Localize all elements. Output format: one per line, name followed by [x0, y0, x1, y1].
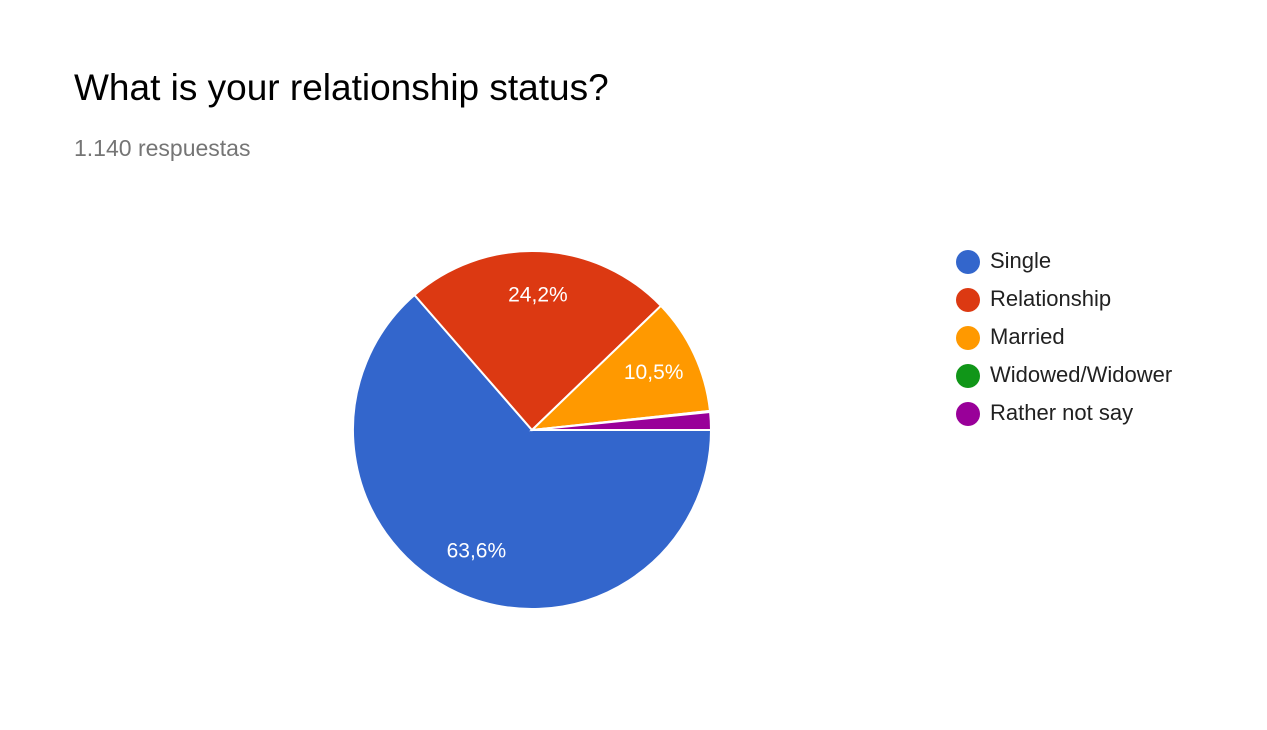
chart-title: What is your relationship status?: [74, 67, 609, 108]
legend-label: Married: [990, 324, 1065, 349]
slice-label: 10,5%: [624, 361, 684, 384]
slice-label: 63,6%: [447, 540, 507, 563]
legend-swatch: [956, 364, 980, 388]
legend-label: Rather not say: [990, 400, 1133, 425]
pie-slice: [352, 293, 713, 610]
legend-swatch: [956, 288, 980, 312]
legend-label: Relationship: [990, 286, 1111, 311]
legend-swatch: [956, 250, 980, 274]
pie-slice: [529, 304, 712, 432]
legend-label: Single: [990, 248, 1051, 273]
slice-label: 24,2%: [508, 283, 568, 306]
legend-swatch: [956, 402, 980, 426]
pie-slice: [531, 410, 713, 431]
legend-swatch: [956, 326, 980, 350]
chart-subtitle: 1.140 respuestas: [74, 135, 250, 161]
legend-label: Widowed/Widower: [990, 362, 1172, 387]
pie-slice: [413, 250, 663, 432]
